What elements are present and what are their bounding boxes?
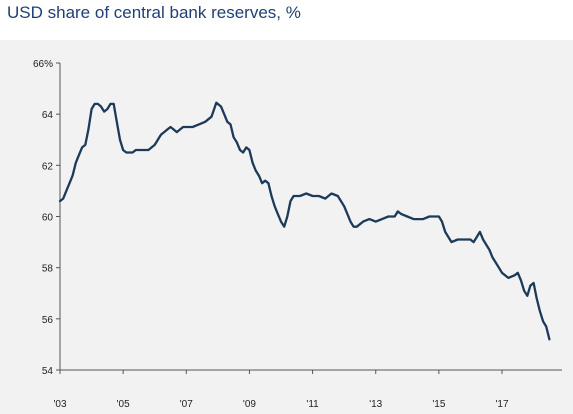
y-tick-label: 60 bbox=[42, 213, 54, 224]
y-tick-label: 56 bbox=[42, 315, 54, 326]
chart-title: USD share of central bank reserves, % bbox=[7, 3, 301, 22]
series-line-usd-share bbox=[58, 101, 551, 341]
x-tick-label: '07 bbox=[180, 399, 193, 410]
y-tick-label: 64 bbox=[42, 110, 54, 121]
y-tick-label: 54 bbox=[42, 366, 54, 377]
x-tick-label: '03 bbox=[53, 399, 66, 410]
y-tick-label: 62 bbox=[42, 161, 54, 172]
x-tick-label: '09 bbox=[243, 399, 256, 410]
y-tick-label: 66% bbox=[33, 59, 53, 70]
y-tick-label: 58 bbox=[42, 264, 54, 275]
x-tick-label: '17 bbox=[495, 399, 508, 410]
x-tick-label: '05 bbox=[117, 399, 130, 410]
x-tick-label: '11 bbox=[306, 399, 319, 410]
x-tick-label: '15 bbox=[432, 399, 445, 410]
x-tick-label: '13 bbox=[369, 399, 382, 410]
chart-panel bbox=[0, 40, 573, 414]
